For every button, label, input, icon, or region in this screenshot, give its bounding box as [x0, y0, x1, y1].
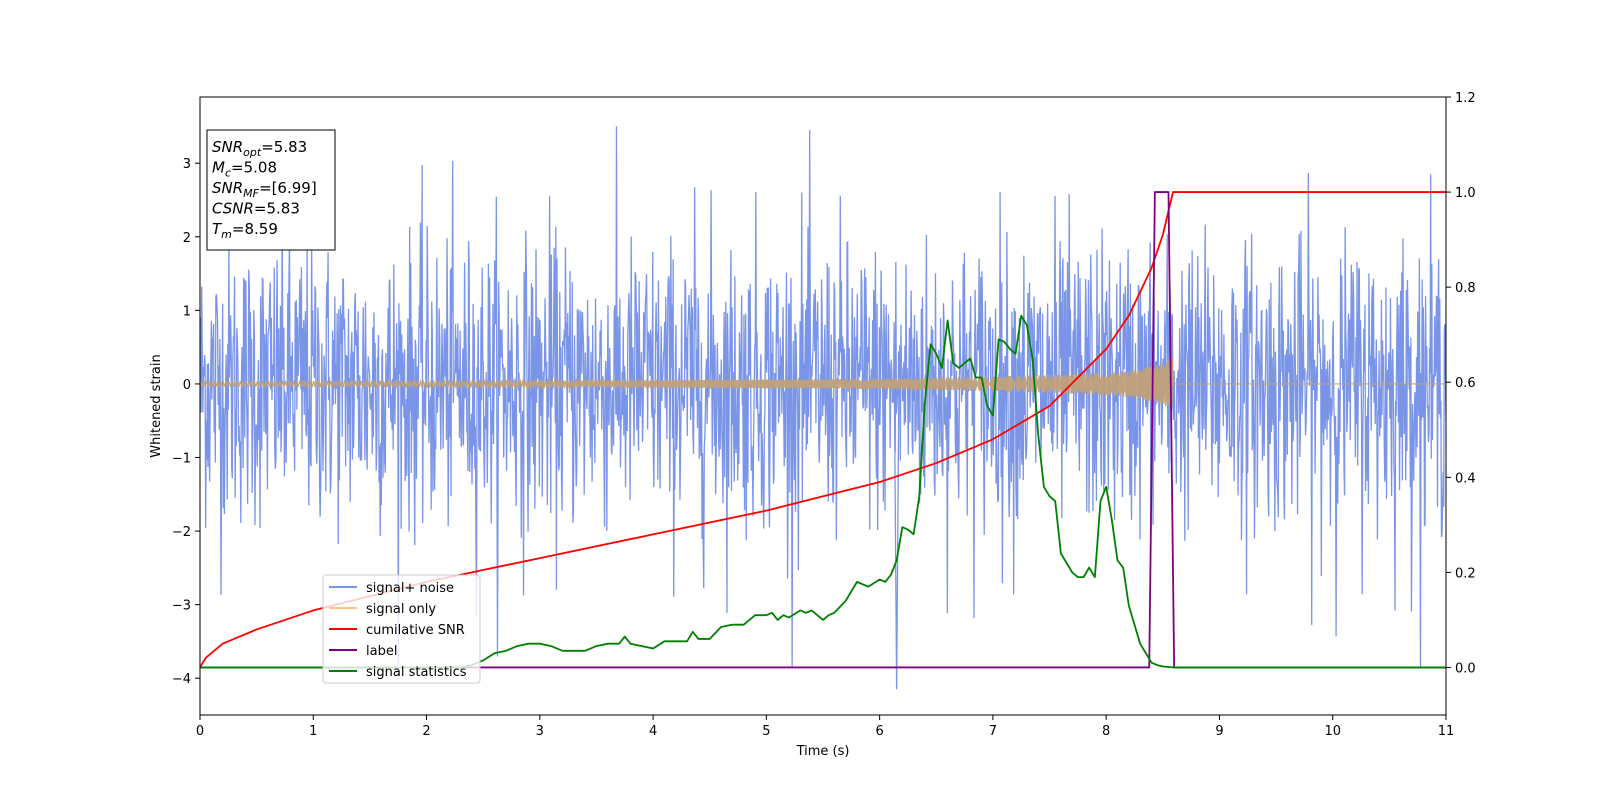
x-tick-label: 2: [422, 724, 430, 739]
y-tick-label: 3: [183, 157, 191, 172]
y2-tick-label: 1.2: [1455, 91, 1476, 106]
y-tick-label: 0: [183, 378, 191, 393]
x-tick-label: 8: [1102, 724, 1110, 739]
legend-label: signal+ noise: [366, 581, 454, 596]
stats-line: CSNR=5.83: [212, 200, 300, 218]
x-tick-label: 4: [649, 724, 657, 739]
x-axis-label: Time (s): [796, 744, 850, 759]
y-tick-label: −1: [172, 452, 191, 467]
y2-tick-label: 0.8: [1455, 281, 1476, 296]
series-signal-statistics-line: [200, 314, 1446, 669]
legend: signal+ noise signal only cumilative SNR la…: [322, 574, 481, 684]
stats-line: SNRopt=5.83: [212, 138, 307, 159]
stats-line: Tm=8.59: [212, 220, 278, 241]
series-layer: [200, 126, 1446, 690]
y-tick-label: −2: [172, 525, 191, 540]
y-tick-label: 2: [183, 231, 191, 246]
stats-box-frame: [206, 129, 336, 251]
legend-label: signal statistics: [366, 665, 467, 680]
y-axis-left: −4 −3 −2 −1 0 1 2 3: [172, 157, 200, 687]
y-tick-label: 1: [183, 304, 191, 319]
legend-frame: [322, 574, 481, 684]
plot-frame: [199, 96, 1447, 716]
y-tick-label: −4: [172, 672, 191, 687]
x-tick-label: 1: [309, 724, 317, 739]
y2-tick-label: 0.0: [1455, 661, 1476, 676]
x-axis: 0 1 2 3 4 5 6 7 8 9 10 11: [196, 715, 1454, 739]
x-tick-label: 9: [1215, 724, 1223, 739]
x-tick-label: 5: [762, 724, 770, 739]
y-axis-label: Whitened strain: [149, 354, 164, 457]
y-tick-label: −3: [172, 599, 191, 614]
x-tick-label: 11: [1438, 724, 1455, 739]
x-tick-label: 6: [875, 724, 883, 739]
series-signal-only-line: [200, 357, 1446, 410]
y2-tick-label: 0.6: [1455, 376, 1476, 391]
y2-tick-label: 0.2: [1455, 566, 1476, 581]
legend-label: label: [366, 644, 397, 659]
series-cumilative-snr-line: [200, 191, 1446, 668]
series-signal-noise-spike: [893, 383, 900, 690]
legend-label: cumilative SNR: [366, 623, 465, 638]
series-signal-noise-line: [200, 126, 1446, 668]
y-axis-right: 0.0 0.2 0.4 0.6 0.8 1.0 1.2: [1446, 91, 1476, 676]
x-tick-label: 7: [989, 724, 997, 739]
stats-line: SNRMF=[6.99]: [212, 179, 317, 200]
x-tick-label: 0: [196, 724, 204, 739]
x-tick-label: 10: [1324, 724, 1341, 739]
x-tick-label: 3: [536, 724, 544, 739]
y2-tick-label: 0.4: [1455, 471, 1476, 486]
y2-tick-label: 1.0: [1455, 186, 1476, 201]
stats-line: Mc=5.08: [212, 159, 277, 180]
legend-label: signal only: [366, 602, 436, 617]
